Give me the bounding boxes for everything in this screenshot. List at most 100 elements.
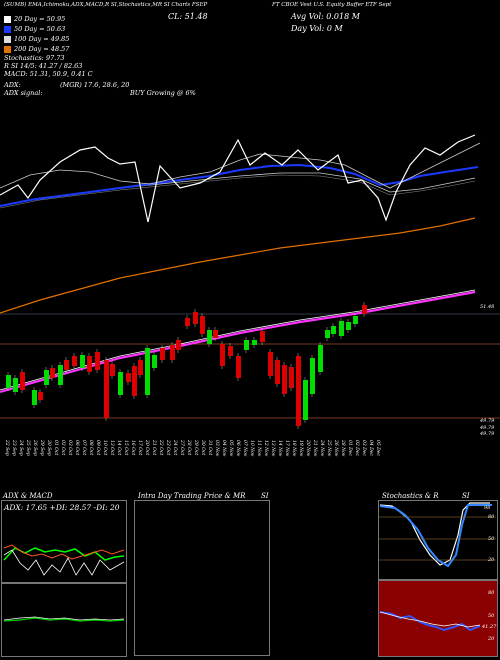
candle-body	[220, 344, 225, 366]
candle-body	[32, 390, 37, 405]
x-tick-label: 07 Oct	[81, 440, 87, 455]
stoch-level-20: 20	[488, 557, 495, 563]
stochastics-panel	[378, 500, 498, 580]
rsi-level-80: 80	[488, 590, 495, 596]
x-tick-label: 22 Oct	[158, 439, 164, 455]
candle-body	[318, 345, 323, 372]
legend-swatch	[4, 25, 11, 33]
x-tick-label: 04 Dec	[368, 440, 374, 456]
x-tick-label: 05 Nov	[228, 440, 234, 457]
x-tick-label: 24 Oct	[172, 439, 178, 455]
price-label-low-c: 49.79	[480, 431, 495, 437]
candle-body	[138, 360, 143, 375]
candle-body	[145, 348, 150, 395]
adx-minus-di-line	[3, 544, 125, 560]
x-tick-label: 03 Nov	[214, 440, 220, 457]
bollinger-upper	[0, 290, 476, 394]
adx-values-label: ADX: 17.65 +DI: 28.57 -DI: 20	[4, 503, 120, 512]
x-tick-label: 17 Oct	[137, 440, 143, 455]
candle-body	[244, 340, 249, 350]
ema-200-line	[0, 217, 476, 314]
candle-body	[95, 352, 100, 370]
candle-body	[362, 305, 367, 314]
x-tick-label: 20 Nov	[305, 439, 311, 457]
rsi-level-20: 20	[488, 636, 495, 642]
x-tick-label: 30 Oct	[200, 440, 206, 455]
candle-body	[185, 318, 190, 326]
x-tick-label: 16 Oct	[130, 440, 136, 455]
candle-body	[176, 340, 181, 350]
candle-body	[80, 355, 85, 368]
candle-body	[160, 348, 165, 360]
x-tick-label: 21 Oct	[151, 439, 157, 455]
day-volume-label: Day Vol: 0 M	[291, 24, 343, 33]
rsi-panel	[378, 580, 498, 657]
candle-body	[200, 316, 205, 334]
x-tick-label: 26 Sep	[32, 439, 38, 456]
x-tick-label: 13 Nov	[270, 440, 276, 457]
x-tick-label: 26 Nov	[333, 439, 339, 457]
x-tick-label: 21 Nov	[312, 439, 318, 457]
ema-50-line	[0, 163, 479, 207]
adx-signal-label: ADX signal:	[4, 89, 43, 97]
candle-body	[310, 358, 315, 394]
x-tick-label: 29 Sep	[39, 439, 45, 456]
x-tick-label: 22 Sep	[4, 439, 10, 456]
chart-header-line: (SUMB) EMA,Ichimoku,ADX,MACD,R SI,Stocha…	[4, 2, 208, 8]
x-tick-label: 28 Nov	[340, 439, 346, 457]
adx-plus-di-line	[3, 547, 125, 561]
x-tick-label: 06 Nov	[235, 440, 241, 457]
candle-body	[207, 330, 212, 344]
macd-panel	[1, 583, 127, 657]
x-tick-label: 10 Nov	[249, 440, 255, 457]
macd-line	[3, 616, 125, 621]
candle-body	[87, 356, 92, 372]
candle-body	[325, 330, 330, 338]
x-tick-label: 31 Oct	[207, 440, 213, 455]
candle-body	[132, 366, 137, 396]
x-tick-label: 03 Dec	[361, 440, 367, 456]
candle-body	[44, 370, 49, 385]
price-label-current: 51.48	[480, 304, 495, 310]
price-chart: 22 Sep 23 Sep 24 Sep 25 Sep 26 Sep 29 Sep 30 S…	[0, 134, 500, 457]
macd-signal-line	[3, 617, 125, 622]
x-tick-label: 28 Oct	[186, 439, 192, 455]
candle-body	[346, 322, 351, 330]
candle-body	[193, 312, 198, 324]
ema-20-line	[0, 142, 481, 189]
close-price-label: CL: 51.48	[168, 12, 208, 21]
rsi-signal-line	[379, 611, 481, 628]
legend-20-day: 20 Day = 50.95	[4, 15, 65, 23]
rsi-label: R SI 14/5: 41.27 / 82.63	[4, 62, 83, 70]
x-tick-label: 01 Dec	[347, 440, 353, 456]
candle-body	[38, 392, 43, 400]
candle-body	[353, 316, 358, 324]
candle-body	[268, 352, 273, 376]
x-tick-label: 14 Oct	[116, 440, 122, 455]
stoch-panel-title: Stochastics & R	[382, 492, 439, 500]
legend-swatch	[4, 35, 11, 43]
legend-swatch	[4, 45, 11, 53]
x-tick-label: 15 Oct	[123, 440, 129, 455]
candle-body	[110, 364, 115, 376]
x-tick-label: 24 Nov	[319, 439, 325, 457]
intraday-panel-suffix: SI	[261, 492, 269, 500]
x-tick-label: 10 Oct	[102, 440, 108, 455]
candle-body	[72, 356, 77, 366]
x-tick-label: 03 Oct	[67, 440, 73, 455]
adx-panel-title: ADX & MACD	[3, 492, 53, 500]
legend-100-day: 100 Day = 49.85	[4, 35, 69, 43]
chart-subtitle: FT CBOE Vest U.S. Equity Buffer ETF Sept	[272, 2, 392, 8]
x-tick-label: 02 Oct	[60, 440, 66, 455]
x-tick-label: 12 Nov	[263, 440, 269, 457]
candle-body	[20, 372, 25, 390]
candle-body	[289, 367, 294, 388]
x-tick-label: 06 Oct	[74, 440, 80, 455]
x-tick-label: 18 Nov	[291, 440, 297, 457]
stoch-panel-suffix: SI	[462, 492, 470, 500]
candle-body	[296, 356, 301, 426]
x-tick-label: 07 Nov	[242, 440, 248, 457]
x-tick-label: 20 Oct	[144, 439, 150, 455]
x-tick-label: 25 Sep	[25, 439, 31, 456]
adx-label: ADX:	[4, 81, 21, 89]
